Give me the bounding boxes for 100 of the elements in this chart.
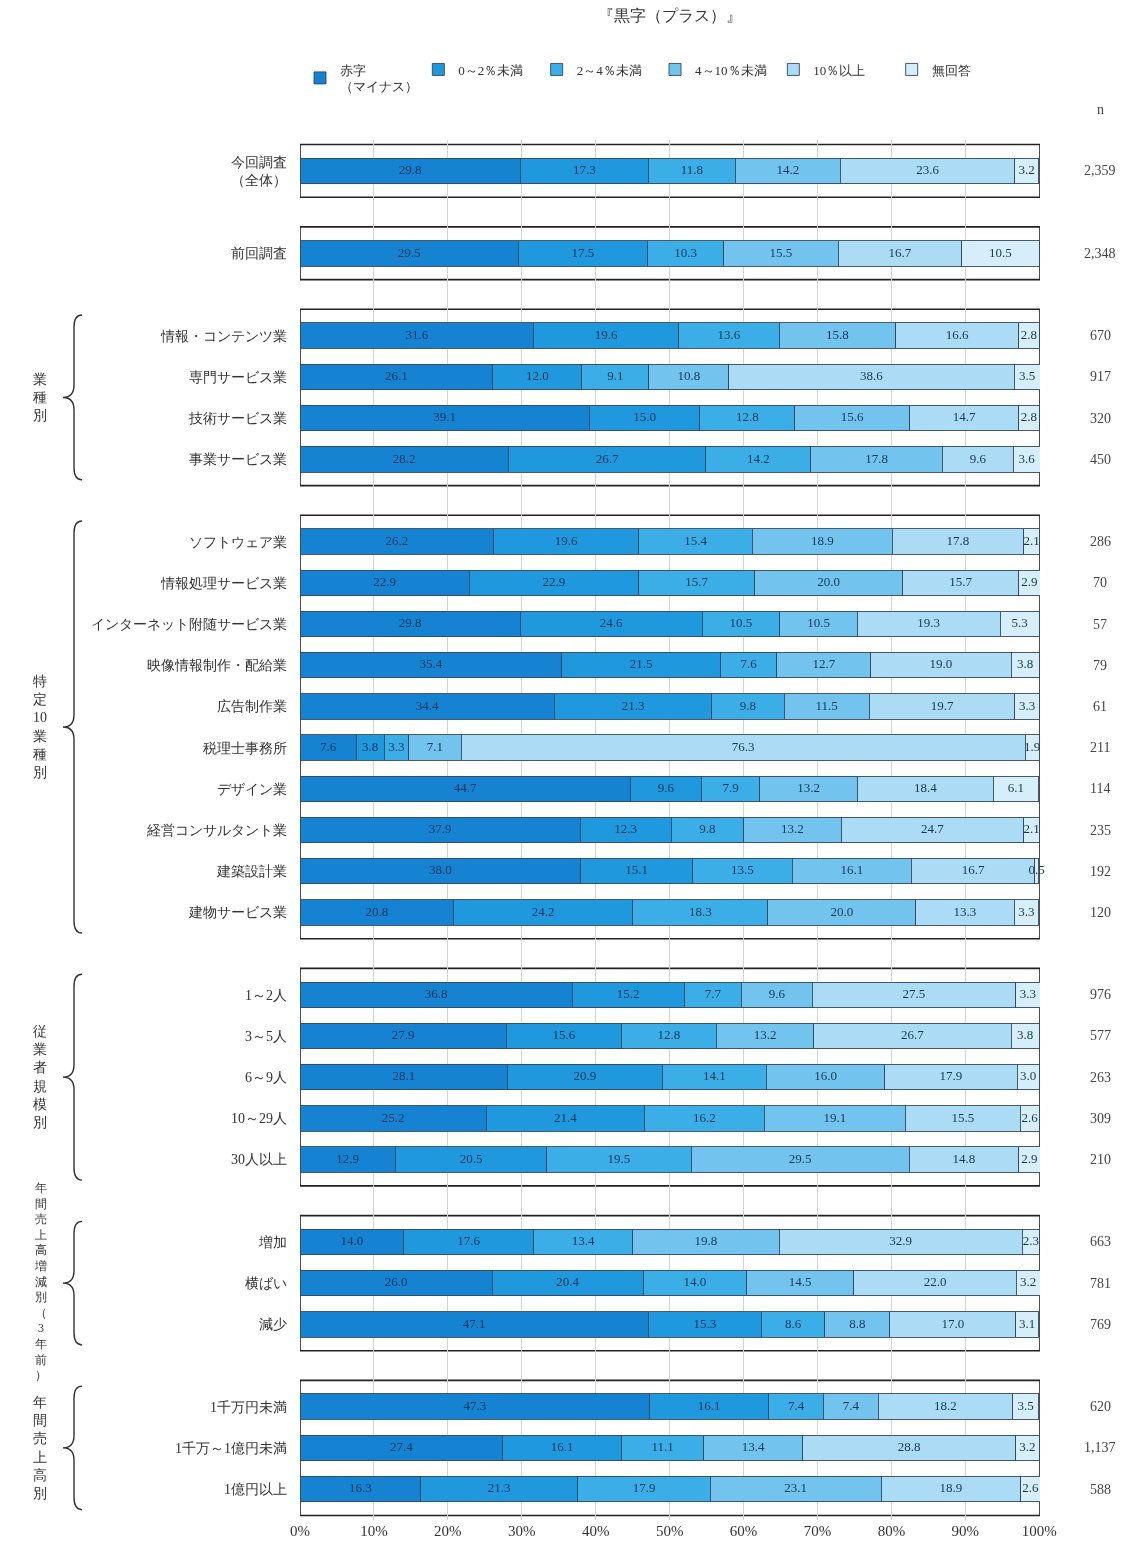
x-tick-label: 20% [434,1523,462,1539]
data-label: 14.7 [952,409,977,425]
data-label: 16.7 [888,244,912,260]
legend-label: 0～2％未満 [458,62,524,78]
data-label: 7.7 [704,986,722,1002]
data-label: 10.5 [989,244,1012,260]
data-label: 5.3 [1011,615,1028,631]
data-label: 34.4 [415,697,440,713]
data-label: 26.7 [595,450,620,466]
data-label: 19.1 [823,1109,847,1125]
y2-tick-label: 192 [1090,864,1111,879]
data-label: 38.0 [429,862,452,878]
data-label: 24.2 [531,903,555,919]
data-label: 2.6 [1021,1109,1039,1125]
data-label: 19.7 [930,697,954,713]
y2-axis-title: n [1097,102,1104,117]
x-tick-label: 40% [581,1523,610,1539]
data-label: 7.6 [740,656,758,672]
data-label: 2.1 [1023,821,1040,837]
data-label: 20.0 [830,903,854,919]
data-label: 27.9 [391,1027,415,1043]
data-label: 9.6 [969,450,987,466]
data-label: 13.6 [717,326,741,342]
data-label: 44.7 [453,780,478,796]
y2-tick-label: 263 [1090,1070,1111,1085]
y-tick-label: 建物サービス業 [188,905,287,921]
y-tick-label: 情報・コンテンツ業 [160,328,287,344]
data-label: 16.1 [697,1397,721,1413]
data-label: 20.9 [573,1068,597,1084]
data-label: 17.8 [865,450,888,466]
y-tick-label: 1～2人 [245,987,287,1003]
data-label: 39.1 [433,409,456,425]
data-label: 3.2 [1018,162,1035,178]
data-label: 11.8 [680,162,703,178]
y2-tick-label: 781 [1090,1276,1111,1291]
y-tick-label: 30人以上 [231,1152,287,1168]
data-label: 3.3 [1018,903,1035,919]
y2-tick-label: 450 [1090,452,1111,467]
y-tick-label: デザイン業 [217,781,287,797]
y2-tick-label: 235 [1090,823,1111,838]
y2-tick-label: 309 [1090,1111,1111,1126]
data-label: 24.7 [921,821,945,837]
data-label: 3.3 [1019,986,1036,1002]
y2-tick-label: 120 [1090,905,1111,920]
data-label: 17.9 [632,1480,656,1496]
y-tick-label: 情報処理サービス業 [160,575,287,591]
data-label: 7.1 [426,738,444,754]
y2-tick-label: 286 [1090,534,1111,549]
data-label: 18.9 [939,1480,963,1496]
data-label: 26.2 [385,532,409,548]
data-label: 10.5 [807,615,830,631]
data-label: 16.2 [693,1109,716,1125]
y2-tick-label: 211 [1090,740,1111,755]
data-label: 15.0 [633,409,656,425]
data-label: 14.0 [340,1233,364,1249]
text: 『黒字（プラス）』 [598,7,742,24]
data-label: 16.1 [840,862,864,878]
data-label: 17.5 [571,244,595,260]
y2-tick-label: 2,359 [1084,163,1116,178]
data-label: 29.8 [398,162,422,178]
y2-tick-label: 210 [1090,1152,1111,1167]
data-label: 25.2 [381,1109,405,1125]
data-label: 18.3 [688,903,712,919]
y2-tick-label: 61 [1093,699,1107,714]
data-label: 22.9 [542,574,566,590]
y-tick-label: 3～5人 [245,1028,287,1044]
data-label: 26.0 [384,1274,408,1290]
data-label: 12.0 [525,368,549,384]
y2-tick-label: 670 [1090,328,1111,343]
text: 従業者規模別 [33,1024,47,1130]
data-label: 3.0 [1020,1068,1037,1084]
data-label: 21.3 [621,697,645,713]
data-label: 15.6 [840,409,865,425]
data-label: 14.8 [952,1150,976,1166]
data-label: 19.8 [694,1233,718,1249]
data-label: 28.2 [392,450,416,466]
data-label: 21.4 [554,1109,578,1125]
data-label: 9.8 [699,821,716,837]
data-label: 3.8 [362,738,379,754]
data-label: 3.3 [1018,697,1036,713]
data-label: 13.4 [571,1233,596,1249]
x-tick-label: 30% [508,1523,536,1539]
data-label: 16.7 [961,862,985,878]
data-label: 20.4 [556,1274,580,1290]
data-label: 17.6 [457,1233,481,1249]
data-label: 20.5 [459,1150,483,1166]
data-label: 3.5 [1017,1397,1034,1413]
y-tick-label: 経営コンサルタント業 [146,822,287,838]
data-label: 16.6 [945,326,970,342]
data-label: 15.5 [951,1109,975,1125]
data-label: 3.6 [1018,450,1036,466]
data-label: 19.0 [929,656,953,672]
data-label: 14.2 [746,450,770,466]
y-tick-label: 事業サービス業 [189,452,287,468]
data-label: 12.9 [336,1150,360,1166]
data-label: 18.9 [810,532,834,548]
data-label: 14.0 [683,1274,707,1290]
data-label: 29.8 [398,615,422,631]
data-label: 38.6 [860,368,884,384]
x-tick-label: 60% [729,1523,758,1539]
